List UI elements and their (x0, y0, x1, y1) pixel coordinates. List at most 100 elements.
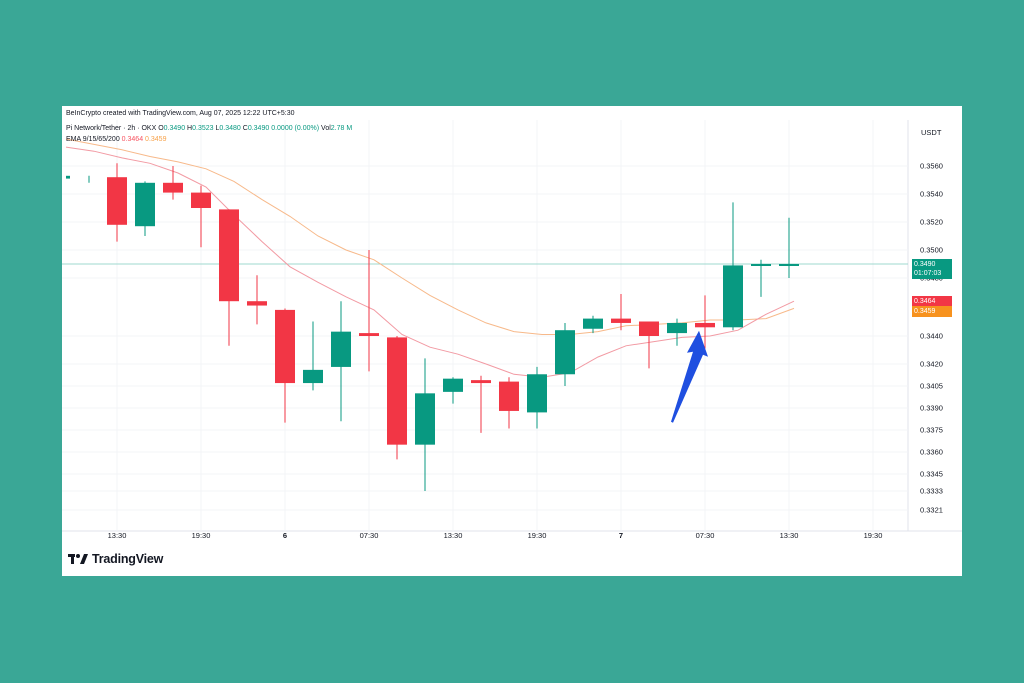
x-tick-label: 07:30 (696, 531, 715, 540)
ema-fast-line (65, 146, 795, 378)
candle-body (387, 337, 407, 445)
candle (303, 321, 323, 391)
y-tick-label: 0.3440 (920, 332, 943, 341)
candle (471, 375, 491, 433)
candle-body (107, 177, 127, 225)
y-tick-label: 0.3405 (920, 382, 943, 391)
candle-body (555, 330, 575, 375)
candle (751, 259, 771, 297)
candle (695, 295, 715, 349)
x-tick-label: 13:30 (780, 531, 799, 540)
candle (779, 217, 799, 278)
ema-legend[interactable]: EMA 9/15/65/200 0.3464 0.3459 (66, 136, 167, 143)
candle (66, 175, 90, 183)
candle-body (415, 393, 435, 445)
ema-layer (65, 138, 795, 378)
y-tick-label: 0.3420 (920, 360, 943, 369)
y-tick-label: 0.3520 (920, 218, 943, 227)
annotation-layer (671, 330, 708, 423)
ohlc-values: O0.3490 H0.3523 L0.3480 C0.3490 0.0000 (… (158, 125, 353, 132)
tradingview-icon (68, 554, 88, 564)
candle (359, 250, 379, 372)
x-tick-label: 13:30 (444, 531, 463, 540)
tradingview-wordmark: TradingView (92, 552, 164, 566)
candle (415, 358, 435, 491)
ema-slow-value: 0.3459 (145, 136, 167, 143)
y-tick-label: 0.3390 (920, 404, 943, 413)
tradingview-logo[interactable]: TradingView (68, 552, 163, 566)
y-tick-label: 0.3500 (920, 246, 943, 255)
candle-body (359, 333, 379, 336)
candle-body (66, 175, 70, 179)
candle (331, 301, 351, 422)
candle-body (163, 182, 183, 193)
candle-body (779, 264, 799, 266)
candle-body (443, 378, 463, 392)
candle-body (247, 301, 267, 306)
candle (639, 321, 659, 369)
candle-body (639, 321, 659, 336)
candle (667, 318, 687, 346)
candle (219, 209, 239, 346)
candle-body (611, 318, 631, 323)
y-tick-label: 0.3333 (920, 487, 943, 496)
candle-body (471, 380, 491, 384)
blue-arrow-icon (671, 330, 708, 423)
candle (723, 202, 743, 331)
y-tick-label: 0.3360 (920, 448, 943, 457)
candle-body (135, 182, 155, 227)
attribution-text: BeInCrypto created with TradingView.com,… (66, 110, 295, 117)
candle-body (695, 322, 715, 328)
candle-body (499, 381, 519, 411)
candle-body (191, 192, 211, 208)
last-price-tag: 0.3490 01:07:03 (912, 259, 952, 279)
candle (107, 163, 127, 242)
candle (611, 293, 631, 331)
candle-body (303, 369, 323, 384)
candle (191, 185, 211, 248)
chart-card: 0.35600.35400.35200.35000.34800.34400.34… (62, 106, 962, 576)
x-tick-label: 7 (619, 531, 623, 540)
y-tick-label: 0.3321 (920, 506, 943, 515)
ema-fast-tag: 0.3464 (912, 296, 952, 307)
candle (247, 275, 267, 325)
x-tick-label: 07:30 (360, 531, 379, 540)
symbol-info-line: Pi Network/Tether · 2h · OKX O0.3490 H0.… (66, 125, 352, 132)
y-tick-label: 0.3375 (920, 426, 943, 435)
ema-slow-line (65, 138, 795, 335)
candle-layer (66, 163, 799, 491)
candle-body (219, 209, 239, 302)
y-tick-label: 0.3345 (920, 470, 943, 479)
x-tick-label: 19:30 (192, 531, 211, 540)
candle (275, 308, 295, 423)
candle (163, 166, 183, 200)
candle-body (583, 318, 603, 329)
ema-slow-tag: 0.3459 (912, 306, 952, 317)
candle (583, 315, 603, 334)
y-tick-label: 0.3540 (920, 190, 943, 199)
axis-layer: 0.35600.35400.35200.35000.34800.34400.34… (108, 162, 943, 541)
currency-label[interactable]: USDT (921, 128, 942, 137)
candle-body (751, 264, 771, 266)
candle (135, 181, 155, 236)
x-tick-label: 13:30 (108, 531, 127, 540)
candle (527, 366, 547, 429)
candle (443, 377, 463, 404)
candle (499, 377, 519, 429)
candle-body (527, 374, 547, 413)
candle (387, 336, 407, 460)
y-tick-label: 0.3560 (920, 162, 943, 171)
x-tick-label: 6 (283, 531, 287, 540)
symbol-name[interactable]: Pi Network/Tether · 2h · OKX (66, 125, 157, 132)
candle-body (723, 265, 743, 328)
candle-body (667, 322, 687, 334)
candle (555, 322, 575, 386)
candlestick-chart[interactable]: 0.35600.35400.35200.35000.34800.34400.34… (62, 106, 962, 576)
x-tick-label: 19:30 (864, 531, 883, 540)
ema-fast-value: 0.3464 (121, 136, 144, 143)
x-tick-label: 19:30 (528, 531, 547, 540)
candle-body (331, 331, 351, 367)
candle-countdown: 01:07:03 (914, 270, 942, 277)
chart-grid (62, 120, 962, 532)
candle-body (275, 309, 295, 384)
